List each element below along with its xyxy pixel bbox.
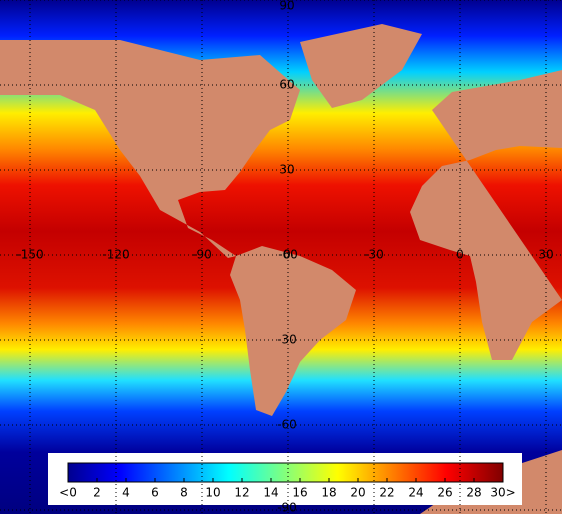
colorbar-label: 4 xyxy=(122,486,130,500)
colorbar-label: 20 xyxy=(350,486,365,500)
longitude-label: 30 xyxy=(538,248,553,262)
latitude-label: 0 xyxy=(283,248,291,262)
colorbar-label: 18 xyxy=(321,486,336,500)
latitude-label: -30 xyxy=(277,333,297,347)
colorbar-label: 26 xyxy=(437,486,452,500)
colorbar-label: 6 xyxy=(151,486,159,500)
longitude-label: -150 xyxy=(16,248,43,262)
colorbar-label: 22 xyxy=(379,486,394,500)
colorbar-label: 16 xyxy=(292,486,307,500)
longitude-label: -30 xyxy=(364,248,384,262)
land xyxy=(0,24,562,514)
colorbar-label: 2 xyxy=(93,486,101,500)
colorbar-label: 10 xyxy=(205,486,220,500)
colorbar-label: 14 xyxy=(263,486,278,500)
colorbar-label: 24 xyxy=(408,486,423,500)
latitude-label: 90 xyxy=(279,0,294,13)
colorbar xyxy=(67,462,504,483)
colorbar-label: 28 xyxy=(466,486,481,500)
latitude-label: 60 xyxy=(279,78,294,92)
latitude-label: -90 xyxy=(277,501,297,514)
colorbar-label: 30> xyxy=(490,486,515,500)
colorbar-label: <0 xyxy=(59,486,77,500)
longitude-label: -90 xyxy=(192,248,212,262)
latitude-label: 30 xyxy=(279,163,294,177)
colorbar-label: 8 xyxy=(180,486,188,500)
colorbar-label: 12 xyxy=(234,486,249,500)
latitude-label: -60 xyxy=(277,418,297,432)
